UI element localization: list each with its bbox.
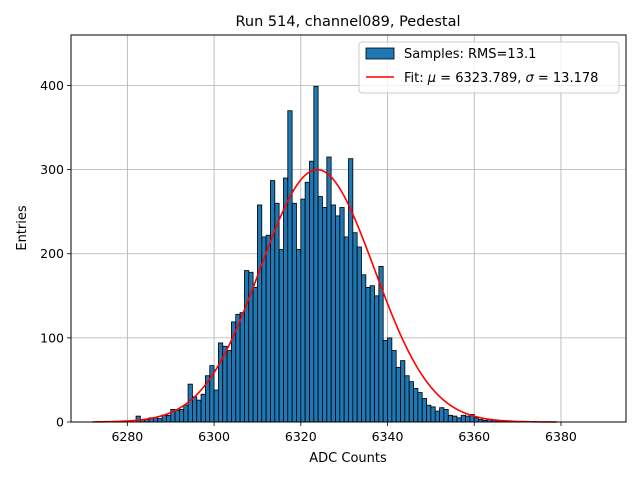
histogram-bar — [135, 415, 141, 423]
y-axis: 0 100 200 300 400 — [40, 78, 71, 430]
legend: Samples: RMS=13.1 Fit: μ = 6323.789, σ =… — [358, 41, 620, 94]
histogram-bar — [196, 399, 202, 423]
x-tick-label: 6280 — [111, 429, 143, 444]
histogram-bar — [335, 215, 341, 423]
x-tick-label: 6380 — [545, 429, 577, 444]
histogram-bar — [473, 417, 479, 423]
histogram-bar — [226, 350, 232, 423]
fit-curve — [92, 168, 557, 423]
histogram-bar — [391, 350, 397, 423]
histogram-bar — [165, 414, 172, 423]
histogram-bar — [174, 409, 180, 423]
histogram-bar — [456, 417, 462, 423]
histogram-bar — [283, 177, 289, 423]
histogram-bar — [421, 398, 427, 423]
histogram-bar — [296, 249, 302, 423]
histogram-bar — [270, 180, 276, 423]
histogram-bar — [330, 204, 336, 423]
histogram-bar — [339, 207, 345, 423]
y-tick-label: 400 — [40, 78, 64, 93]
histogram-bar — [291, 202, 297, 423]
histogram-bar — [309, 160, 315, 423]
legend-label-fit: Fit: μ = 6323.789, σ = 13.178 — [404, 71, 598, 86]
histogram-bar — [413, 387, 419, 423]
histogram-bar — [322, 207, 328, 423]
histogram-bar — [187, 383, 193, 423]
histogram-bar — [348, 158, 354, 423]
legend-swatch-samples — [365, 47, 395, 60]
histogram-bar — [287, 110, 293, 423]
chart-title: Run 514, channel089, Pedestal — [235, 14, 460, 30]
x-tick-label: 6360 — [458, 429, 490, 444]
histogram-bar — [369, 285, 375, 423]
histogram-bar — [430, 406, 436, 423]
histogram-bar — [218, 342, 224, 423]
histogram-bar — [443, 408, 449, 423]
histogram-bar — [239, 312, 245, 423]
histogram-bar — [274, 202, 280, 423]
histogram-bar — [465, 415, 471, 423]
histogram-bar — [265, 234, 271, 423]
histogram-bar — [460, 414, 466, 423]
histogram-bar — [304, 181, 310, 423]
legend-label-samples: Samples: RMS=13.1 — [404, 47, 536, 62]
histogram-bar — [365, 286, 371, 423]
x-tick-label: 6300 — [198, 429, 230, 444]
legend-box — [358, 41, 620, 94]
legend-fit-suffix: = 13.178 — [534, 71, 599, 86]
y-tick-label: 0 — [56, 415, 64, 430]
histogram-bar — [447, 414, 453, 423]
x-tick-label: 6320 — [285, 429, 317, 444]
legend-fit-mid: = 6323.789, — [436, 71, 525, 86]
y-axis-label: Entries — [15, 205, 30, 251]
plot-frame — [70, 34, 627, 423]
histogram-bar — [400, 360, 406, 423]
histogram-bar — [200, 393, 206, 423]
histogram-bar — [257, 204, 263, 423]
x-axis-label: ADC Counts — [309, 451, 387, 466]
y-tick-label: 100 — [40, 330, 64, 345]
histogram-bar — [326, 156, 332, 423]
histogram-bar — [408, 381, 414, 423]
histogram-bar — [395, 366, 401, 423]
histogram-bar — [192, 396, 198, 423]
x-axis: 6280 6300 6320 6340 6360 6380 — [111, 422, 577, 444]
legend-fit-prefix: Fit: — [404, 71, 428, 86]
histogram-bar — [157, 418, 163, 423]
y-tick-label: 300 — [40, 162, 64, 177]
legend-fit-mu: μ — [427, 71, 436, 86]
histogram-bar — [343, 236, 349, 423]
histogram-bar — [356, 246, 362, 423]
histogram-bar — [361, 274, 367, 423]
histogram-bar — [439, 407, 445, 423]
histogram-bar — [313, 85, 319, 423]
histogram-bar — [213, 389, 219, 423]
y-tick-label: 200 — [40, 246, 64, 261]
histogram-bar — [426, 404, 432, 423]
legend-fit-sigma: σ — [526, 71, 535, 86]
histogram-bar — [434, 410, 440, 423]
histogram-bar — [317, 196, 323, 423]
histogram-bar — [452, 415, 458, 423]
histogram-bar — [178, 408, 185, 423]
histogram-bar — [417, 392, 423, 423]
histogram-bar — [244, 270, 250, 423]
histogram-bar — [404, 375, 410, 423]
x-tick-label: 6340 — [372, 429, 404, 444]
histogram-bar — [374, 295, 380, 423]
histogram-bar — [387, 337, 393, 423]
histogram-bar — [300, 198, 306, 423]
histogram-bar — [278, 249, 284, 423]
histogram-bar — [252, 286, 258, 423]
histogram-bar — [183, 404, 189, 423]
histogram-bar — [382, 339, 388, 423]
histogram-bar — [352, 232, 358, 423]
histogram-bars — [135, 85, 510, 423]
